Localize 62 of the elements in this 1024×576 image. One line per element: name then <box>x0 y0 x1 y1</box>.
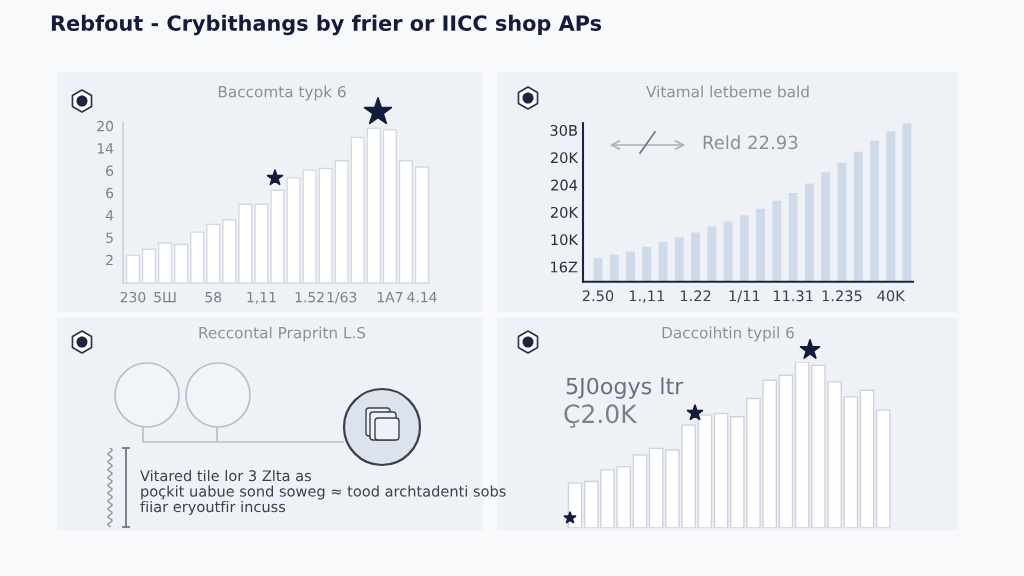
bar <box>632 454 648 528</box>
x-tick-label: 4.14 <box>407 292 437 303</box>
bar <box>875 409 891 528</box>
bar <box>788 192 798 282</box>
bar <box>804 183 814 282</box>
x-tick-label: 2.50 <box>582 290 614 302</box>
bar <box>626 251 635 282</box>
text: 204 <box>551 179 578 191</box>
text: 30B <box>550 124 577 136</box>
bar <box>674 237 684 282</box>
text: 4 <box>105 210 114 221</box>
chart-subtitle: Baccomta typk 6 <box>218 85 346 101</box>
bar <box>821 172 831 282</box>
text: 16Z <box>551 261 578 273</box>
x-tick-label: 40K <box>877 290 906 302</box>
bar <box>859 389 875 528</box>
text: 20K <box>550 206 579 218</box>
bar <box>869 140 879 282</box>
text: 20K <box>550 152 579 164</box>
annotation: 5J0ogys ltr <box>566 377 684 399</box>
text: 14 <box>97 143 114 154</box>
text: Vitared tile lor 3 Zlta as <box>140 469 311 482</box>
chart-subtitle: Vitamal letbeme bald <box>646 85 809 98</box>
bar <box>609 254 619 282</box>
bar <box>772 200 782 282</box>
x-tick-label: 1.,11 <box>629 290 664 303</box>
bar <box>691 232 701 282</box>
text: 6 <box>106 187 114 199</box>
x-tick-label: 1.22 <box>680 290 711 302</box>
x-tick-label: 1/11 <box>729 290 760 303</box>
chart-subtitle: Daccoihtin typil 6 <box>662 326 794 342</box>
bar <box>853 151 863 282</box>
annotation: Ç2.0K <box>564 404 638 428</box>
bar <box>713 412 729 528</box>
bar <box>837 162 847 282</box>
x-tick-label: 1.52 <box>295 291 324 303</box>
bar <box>778 374 794 528</box>
x-tick-label: 11.31 <box>773 290 813 302</box>
x-tick-label: 5Ш <box>154 292 176 303</box>
text: 2 <box>106 254 113 266</box>
bar <box>593 257 603 282</box>
text: 6 <box>106 165 114 176</box>
text: Reccontal Prapritn L.S <box>199 326 366 342</box>
bar <box>642 246 652 282</box>
annotation: Reld 22.93 <box>703 135 798 150</box>
bar <box>739 215 749 282</box>
text: 10K <box>551 234 579 246</box>
bar <box>886 131 896 282</box>
text: 20 <box>97 120 114 132</box>
x-tick-label: 1/63 <box>327 291 357 304</box>
text: poçkit uabue sond soweg ≈ tood archtadenti sobs <box>141 485 506 500</box>
bar <box>707 226 717 282</box>
x-tick-label: 1.235 <box>822 290 862 302</box>
x-tick-label: 58 <box>205 291 222 303</box>
x-tick-label: 1,11 <box>247 292 276 304</box>
text: 5 <box>106 232 113 243</box>
x-tick-label: 230 <box>120 291 146 303</box>
chart-title: Rebfout - Crybithangs by frier or IICC shop APs <box>51 14 602 36</box>
x-tick-label: 1A7 <box>377 292 403 303</box>
text: fiiar eryoutfir incuss <box>140 500 286 516</box>
bar <box>756 208 766 282</box>
bar <box>723 221 733 282</box>
